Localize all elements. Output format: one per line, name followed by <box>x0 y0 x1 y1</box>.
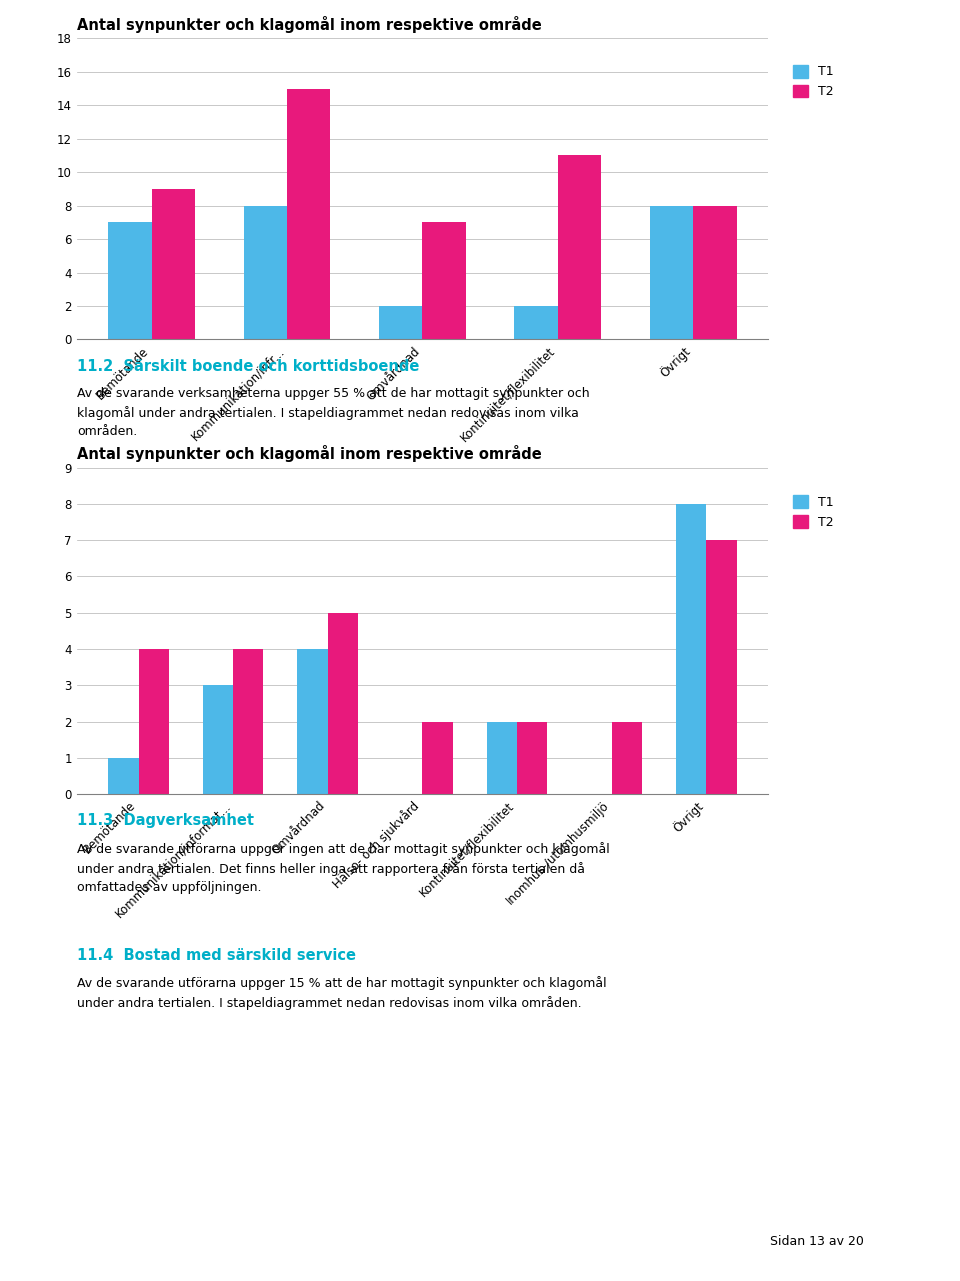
Bar <box>515 306 558 339</box>
Text: 11.2  Särskilt boende och korttidsboende: 11.2 Särskilt boende och korttidsboende <box>77 359 420 374</box>
Text: 11.3  Dagverksamhet: 11.3 Dagverksamhet <box>77 813 253 829</box>
Bar <box>422 223 466 339</box>
Text: Av de svarande utförarna uppger 15 % att de har mottagit synpunkter och klagomål: Av de svarande utförarna uppger 15 % att… <box>77 976 607 1011</box>
Text: Sidan 13 av 20: Sidan 13 av 20 <box>770 1235 864 1248</box>
Bar <box>108 758 138 794</box>
Bar <box>233 649 263 794</box>
Text: Antal synpunkter och klagomål inom respektive område: Antal synpunkter och klagomål inom respe… <box>77 446 541 462</box>
Text: Av de svarande verksamheterna uppger 55 % att de har mottagit synpunkter och
kla: Av de svarande verksamheterna uppger 55 … <box>77 387 589 438</box>
Legend: T1, T2: T1, T2 <box>788 491 839 534</box>
Bar <box>707 541 736 794</box>
Bar <box>487 721 517 794</box>
Bar <box>650 206 693 339</box>
Bar <box>138 649 169 794</box>
Bar <box>693 206 736 339</box>
Bar <box>612 721 642 794</box>
Bar <box>152 188 195 339</box>
Bar <box>108 223 152 339</box>
Legend: T1, T2: T1, T2 <box>788 60 839 104</box>
Bar <box>517 721 547 794</box>
Bar <box>203 685 233 794</box>
Text: 11.4  Bostad med särskild service: 11.4 Bostad med särskild service <box>77 948 356 963</box>
Bar <box>298 649 327 794</box>
Bar <box>676 503 707 794</box>
Bar <box>327 612 358 794</box>
Text: Antal synpunkter och klagomål inom respektive område: Antal synpunkter och klagomål inom respe… <box>77 17 541 33</box>
Bar <box>287 88 330 339</box>
Text: Av de svarande utförarna uppger ingen att de har mottagit synpunkter och klagomå: Av de svarande utförarna uppger ingen at… <box>77 842 610 894</box>
Bar <box>244 206 287 339</box>
Bar <box>422 721 453 794</box>
Bar <box>558 155 601 339</box>
Bar <box>379 306 422 339</box>
